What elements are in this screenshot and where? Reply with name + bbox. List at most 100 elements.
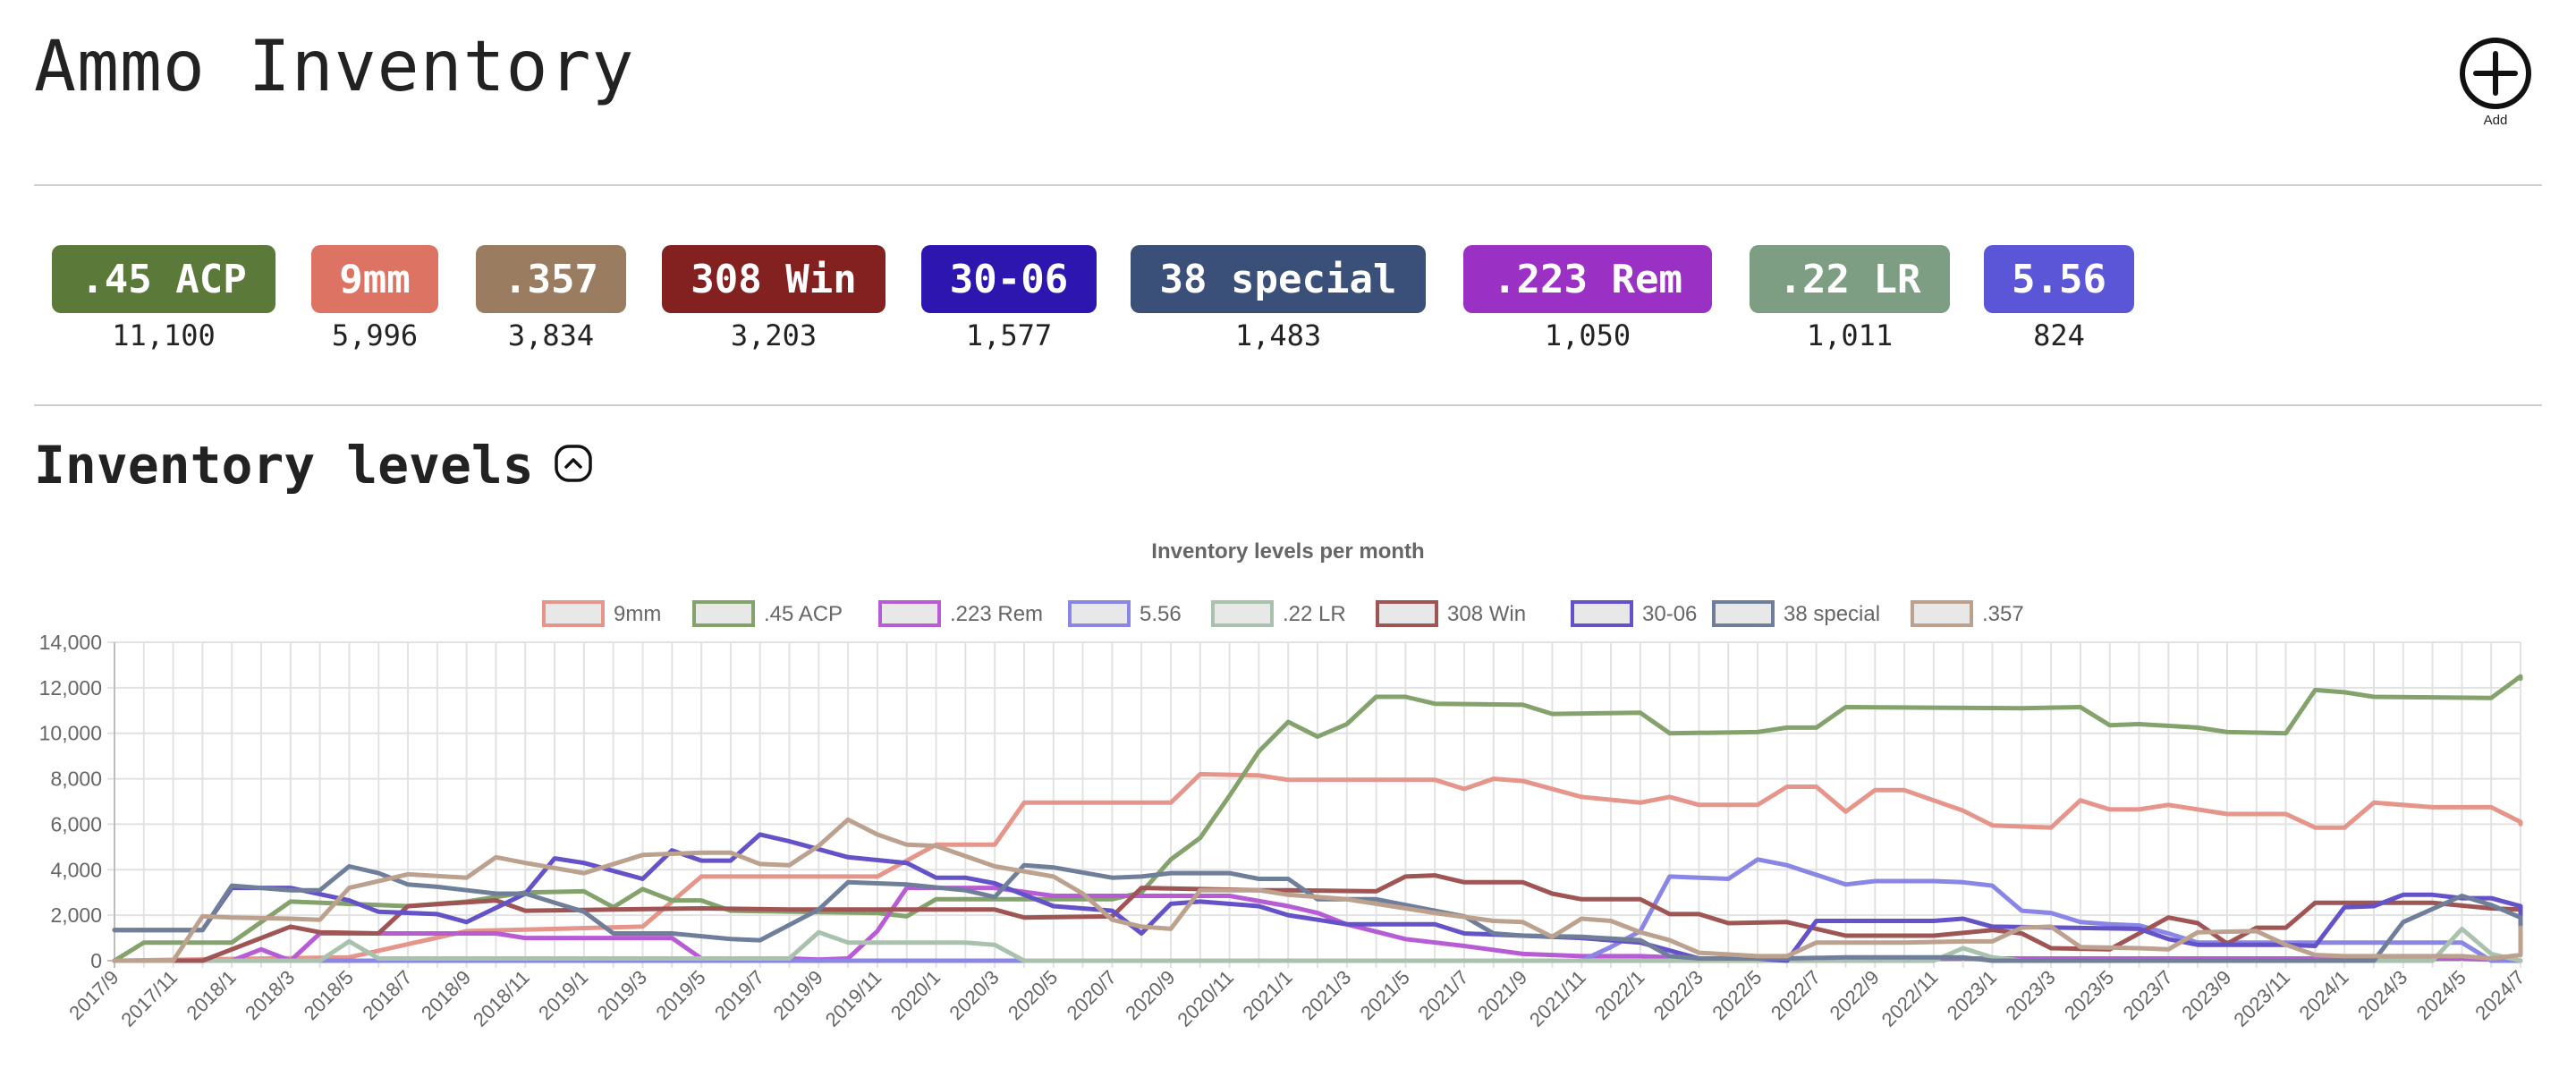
- x-tick-label: 2022/7: [1767, 966, 1825, 1024]
- legend-label: .22 LR: [1283, 602, 1346, 626]
- x-tick-label: 2024/1: [2294, 966, 2352, 1024]
- x-tick-label: 2023/7: [2119, 966, 2177, 1024]
- caliber-count: 3,834: [507, 318, 595, 352]
- x-tick-label: 2019/3: [593, 966, 651, 1024]
- x-tick-label: 2019/7: [710, 966, 768, 1024]
- x-tick-label: 2022/5: [1707, 966, 1766, 1024]
- legend-label: 308 Win: [1447, 602, 1526, 626]
- caliber-badge-item[interactable]: .223 Rem 1,050: [1463, 245, 1712, 352]
- caliber-badge-item[interactable]: .22 LR 1,011: [1750, 245, 1950, 352]
- x-tick-label: 2021/11: [1525, 966, 1590, 1031]
- x-tick-label: 2023/3: [2001, 966, 2059, 1024]
- x-tick-label: 2020/1: [886, 966, 945, 1024]
- legend-label: 9mm: [614, 602, 661, 626]
- x-tick-label: 2024/7: [2470, 966, 2529, 1024]
- caliber-badge[interactable]: 9mm: [311, 245, 438, 313]
- caliber-count: 11,100: [112, 318, 216, 352]
- section-title-text: Inventory levels: [34, 435, 534, 496]
- series-line: [112, 772, 2523, 963]
- legend-swatch: [1211, 600, 1274, 627]
- x-tick-label: 2021/1: [1238, 966, 1296, 1024]
- x-tick-label: 2017/11: [116, 966, 182, 1031]
- x-tick-label: 2022/3: [1649, 966, 1707, 1024]
- caliber-badge[interactable]: .45 ACP: [52, 245, 275, 313]
- caliber-badge-item[interactable]: 30-06 1,577: [921, 245, 1097, 352]
- x-tick-label: 2018/11: [469, 966, 534, 1031]
- legend-swatch: [1571, 600, 1633, 627]
- legend-swatch: [542, 600, 605, 627]
- y-tick-label: 0: [90, 949, 102, 972]
- caliber-count: 1,011: [1806, 318, 1894, 352]
- x-tick-label: 2024/5: [2412, 966, 2470, 1024]
- legend-label: .45 ACP: [764, 602, 843, 626]
- x-tick-label: 2018/7: [358, 966, 416, 1024]
- x-tick-label: 2021/3: [1297, 966, 1355, 1024]
- x-tick-label: 2017/9: [64, 966, 123, 1024]
- y-tick-label: 4,000: [50, 858, 102, 881]
- caliber-badge[interactable]: 30-06: [921, 245, 1097, 313]
- x-tick-label: 2018/3: [241, 966, 299, 1024]
- caliber-count: 1,483: [1234, 318, 1322, 352]
- y-tick-label: 14,000: [39, 631, 102, 654]
- caliber-count: 5,996: [331, 318, 419, 352]
- legend-swatch: [1068, 600, 1131, 627]
- caliber-badge[interactable]: 38 special: [1131, 245, 1426, 313]
- legend-label: 38 special: [1784, 602, 1880, 626]
- add-button[interactable]: Add: [2451, 36, 2540, 136]
- series-line: [112, 674, 2523, 963]
- x-tick-label: 2018/9: [417, 966, 475, 1024]
- series-line: [112, 832, 2523, 963]
- legend-label: .223 Rem: [950, 602, 1043, 626]
- caliber-badge[interactable]: 5.56: [1984, 245, 2134, 313]
- x-tick-label: 2020/5: [1004, 966, 1062, 1024]
- add-button-label: Add: [2483, 113, 2508, 128]
- x-tick-label: 2023/5: [2060, 966, 2118, 1024]
- x-tick-label: 2022/11: [1877, 966, 1943, 1031]
- x-tick-label: 2024/3: [2353, 966, 2411, 1024]
- x-tick-label: 2020/9: [1121, 966, 1179, 1024]
- legend-label: 30-06: [1642, 602, 1697, 626]
- x-tick-label: 2023/1: [1943, 966, 2001, 1024]
- caliber-badge-item[interactable]: .45 ACP 11,100: [52, 245, 275, 352]
- caliber-count: 824: [2033, 318, 2085, 352]
- x-tick-label: 2022/9: [1826, 966, 1884, 1024]
- legend-swatch: [1712, 600, 1775, 627]
- y-tick-label: 2,000: [50, 903, 102, 927]
- caliber-badge-item[interactable]: 38 special 1,483: [1131, 245, 1426, 352]
- caliber-badge[interactable]: .22 LR: [1750, 245, 1950, 313]
- x-tick-label: 2018/5: [300, 966, 358, 1024]
- legend-label: 5.56: [1140, 602, 1182, 626]
- x-tick-label: 2020/7: [1063, 966, 1121, 1024]
- page-title: Ammo Inventory: [34, 27, 635, 107]
- caliber-badge-item[interactable]: .357 3,834: [476, 245, 626, 352]
- caliber-badge-item[interactable]: 9mm 5,996: [311, 245, 438, 352]
- inventory-chart: Inventory levels per month 9mm .45 ACP .223…: [39, 539, 2529, 1031]
- caliber-badge[interactable]: .357: [476, 245, 626, 313]
- caliber-badge[interactable]: .223 Rem: [1463, 245, 1712, 313]
- caliber-count: 3,203: [730, 318, 818, 352]
- y-tick-label: 8,000: [50, 767, 102, 791]
- legend-swatch: [1911, 600, 1973, 627]
- caliber-count: 1,577: [965, 318, 1053, 352]
- chevron-up-circle-icon[interactable]: [554, 435, 593, 496]
- x-tick-label: 2020/11: [1173, 966, 1238, 1031]
- caliber-badge-item[interactable]: 5.56 824: [1984, 245, 2134, 352]
- x-tick-label: 2019/5: [651, 966, 709, 1024]
- legend-swatch: [1376, 600, 1438, 627]
- x-tick-label: 2021/7: [1414, 966, 1472, 1024]
- series-line: [112, 817, 2523, 963]
- x-tick-label: 2018/1: [182, 966, 240, 1024]
- section-title: Inventory levels: [34, 435, 593, 496]
- caliber-badge-item[interactable]: 308 Win 3,203: [662, 245, 886, 352]
- divider-top: [34, 184, 2542, 186]
- caliber-badge[interactable]: 308 Win: [662, 245, 886, 313]
- x-tick-label: 2021/9: [1473, 966, 1531, 1024]
- legend-swatch: [878, 600, 941, 627]
- y-tick-label: 12,000: [39, 676, 102, 700]
- x-tick-label: 2023/11: [2229, 966, 2294, 1031]
- y-tick-label: 6,000: [50, 812, 102, 835]
- chart-title: Inventory levels per month: [1151, 539, 1424, 564]
- x-tick-label: 2023/9: [2177, 966, 2235, 1024]
- caliber-count: 1,050: [1544, 318, 1631, 352]
- x-tick-label: 2019/9: [769, 966, 827, 1024]
